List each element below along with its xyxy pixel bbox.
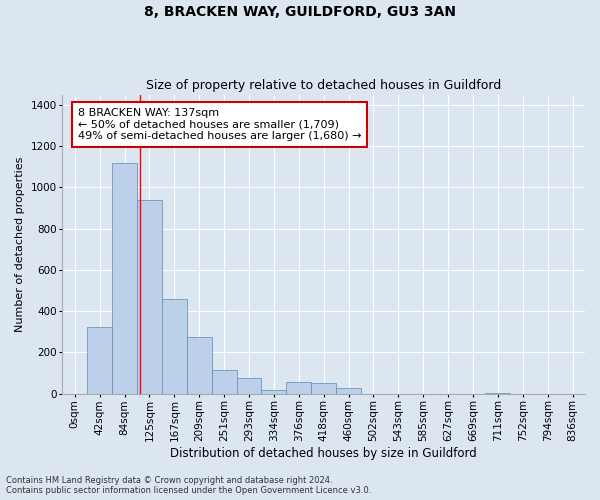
Bar <box>187 337 212 394</box>
Bar <box>162 299 187 394</box>
X-axis label: Distribution of detached houses by size in Guildford: Distribution of detached houses by size … <box>170 447 477 460</box>
Bar <box>336 388 361 394</box>
Text: Contains HM Land Registry data © Crown copyright and database right 2024.
Contai: Contains HM Land Registry data © Crown c… <box>6 476 371 495</box>
Bar <box>212 370 236 394</box>
Bar <box>286 382 311 394</box>
Bar <box>87 326 112 394</box>
Text: 8, BRACKEN WAY, GUILDFORD, GU3 3AN: 8, BRACKEN WAY, GUILDFORD, GU3 3AN <box>144 5 456 19</box>
Y-axis label: Number of detached properties: Number of detached properties <box>15 156 25 332</box>
Title: Size of property relative to detached houses in Guildford: Size of property relative to detached ho… <box>146 79 502 92</box>
Bar <box>311 384 336 394</box>
Bar <box>236 378 262 394</box>
Text: 8 BRACKEN WAY: 137sqm
← 50% of detached houses are smaller (1,709)
49% of semi-d: 8 BRACKEN WAY: 137sqm ← 50% of detached … <box>78 108 362 141</box>
Bar <box>262 390 286 394</box>
Bar <box>137 200 162 394</box>
Bar <box>112 162 137 394</box>
Bar <box>485 392 511 394</box>
